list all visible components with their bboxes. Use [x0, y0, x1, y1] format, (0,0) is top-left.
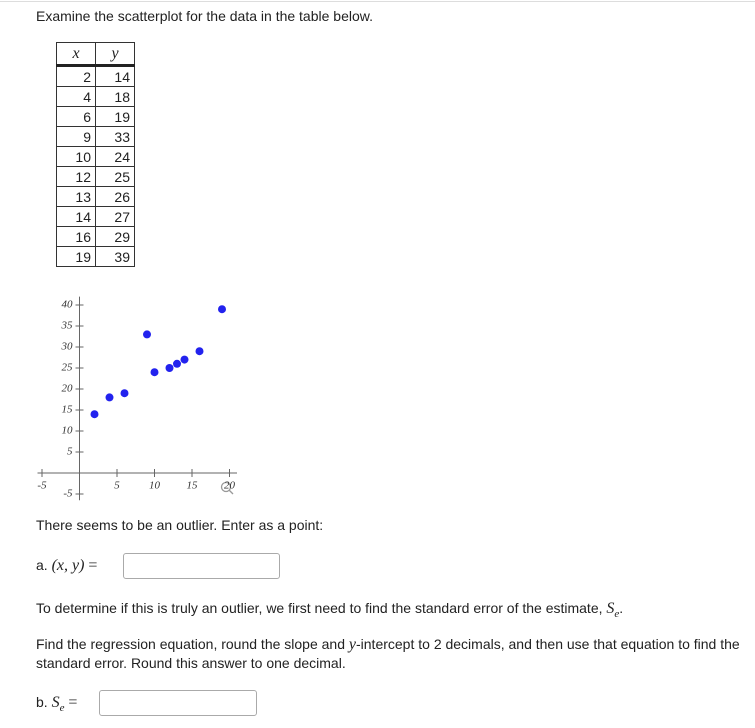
part-b: b. Se =	[36, 694, 77, 714]
math: (x, y)	[51, 557, 85, 574]
point	[150, 368, 159, 377]
header: y	[95, 42, 135, 67]
text: Find the regression equation, round the …	[36, 636, 345, 652]
zoom-icon[interactable]	[220, 481, 234, 495]
y-tick-label: 10	[62, 425, 74, 437]
x-tick-label: 5	[114, 480, 120, 492]
x-tick-label: 15	[187, 480, 199, 492]
se-intro: To determine if this is truly an outlier…	[36, 600, 736, 620]
subscript: e	[59, 701, 65, 714]
x-tick-label: -5	[37, 480, 47, 492]
point	[105, 393, 114, 402]
point	[143, 330, 151, 339]
table-row: 19 39	[56, 246, 135, 267]
intro: Examine the scatterplot for the data in …	[36, 8, 373, 24]
label: b.	[36, 694, 48, 710]
table-row: 6 19	[56, 106, 135, 127]
cell: 29	[95, 226, 135, 247]
x-tick-label: 10	[149, 480, 161, 492]
point	[195, 347, 204, 356]
cell: 16	[56, 226, 96, 247]
y-tick-label: 5	[67, 446, 73, 458]
equals: =	[88, 557, 98, 574]
answer-a[interactable]	[123, 553, 280, 579]
symbol: S	[51, 694, 60, 711]
point	[165, 364, 174, 372]
label: a.	[36, 557, 48, 573]
end: .	[619, 600, 624, 616]
table-row: 9 33	[56, 126, 135, 147]
header: x	[56, 42, 96, 67]
subscript: e	[614, 607, 620, 620]
symbol: S	[606, 600, 615, 617]
x-tick-label: 20	[224, 480, 236, 492]
instructions: Find the regression equation, round the …	[36, 635, 741, 673]
table-row: 16 29	[56, 226, 135, 247]
table-row: 13 26	[56, 186, 135, 207]
answer-b[interactable]	[99, 690, 257, 716]
point	[120, 389, 129, 398]
text: To determine if this is truly an outlier…	[36, 600, 603, 616]
part-a: a. (x, y) =	[36, 557, 97, 575]
table-row: 4 18	[56, 86, 135, 107]
table-row: 10 24	[56, 146, 135, 167]
point	[173, 359, 181, 368]
y-tick-label: 25	[62, 362, 74, 374]
y-tick-label: 20	[62, 383, 74, 395]
point	[90, 410, 99, 419]
y-tick-label: 35	[61, 320, 74, 332]
table-row: 2 14	[56, 65, 135, 87]
y-tick-label: 30	[61, 341, 74, 353]
y-tick-label: 15	[62, 404, 74, 416]
cell: 13	[56, 186, 96, 207]
var: y	[348, 636, 356, 653]
table-row: 12 25	[56, 166, 135, 187]
data-table: x y 2 14 4 18 6 19 9 33 10 24 12 25 13 26 14 27 16 29 19 39	[56, 42, 135, 267]
point	[180, 355, 189, 364]
cell: 19	[95, 106, 135, 127]
y-tick-label: -5	[63, 488, 73, 500]
cell: 25	[95, 166, 135, 187]
scatter-chart: -5 5 10 15 20 -5 5 10 15 20 25 30 35 40	[37, 296, 237, 501]
text: -intercept to 2 decimals, and then use t…	[36, 636, 740, 671]
equals: =	[68, 694, 78, 711]
cell: 24	[95, 146, 135, 167]
divider	[0, 1, 755, 2]
outlier-prompt: There seems to be an outlier. Enter as a…	[36, 517, 324, 533]
cell: 39	[95, 246, 135, 267]
point	[218, 305, 226, 314]
cell: 10	[56, 146, 96, 167]
cell: 18	[95, 86, 135, 107]
cell: 26	[95, 186, 135, 207]
y-tick-label: 40	[62, 299, 74, 311]
